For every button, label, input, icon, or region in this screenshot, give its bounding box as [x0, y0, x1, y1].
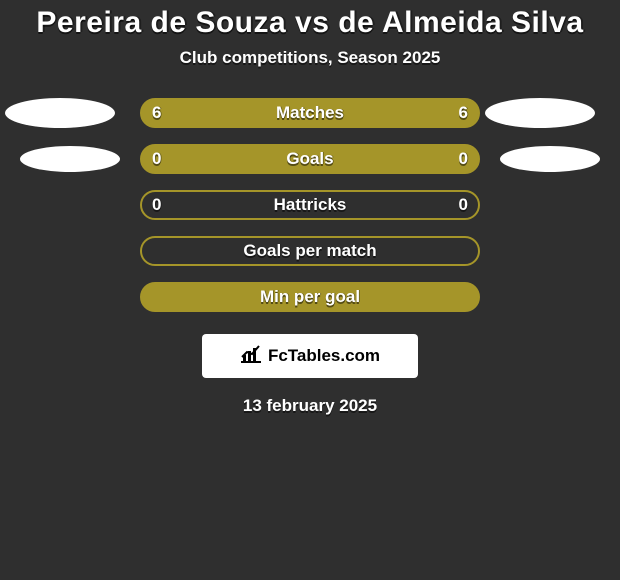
footer-logo-text: FcTables.com	[268, 346, 380, 366]
footer-date: 13 february 2025	[0, 396, 620, 416]
stat-label: Goals	[140, 144, 480, 174]
page-title: Pereira de Souza vs de Almeida Silva	[0, 0, 620, 40]
decorative-ellipse	[5, 98, 115, 128]
decorative-ellipse	[485, 98, 595, 128]
stat-label: Matches	[140, 98, 480, 128]
stat-label: Goals per match	[140, 236, 480, 266]
stat-value-left: 0	[152, 190, 161, 220]
stat-label: Hattricks	[140, 190, 480, 220]
stat-rows: Matches66Goals00Hattricks00Goals per mat…	[0, 98, 620, 328]
page-subtitle: Club competitions, Season 2025	[0, 48, 620, 68]
stat-row: Goals0 0	[0, 144, 620, 190]
stat-row: Min per goal	[0, 282, 620, 328]
stat-value-right: 0	[459, 190, 468, 220]
stat-value-left: 6	[152, 98, 161, 128]
stat-value-right: 6	[459, 98, 468, 128]
stat-row: Goals per match	[0, 236, 620, 282]
decorative-ellipse	[500, 146, 600, 172]
chart-icon	[240, 345, 262, 368]
stat-value-left: 0	[152, 144, 161, 174]
comparison-infographic: Pereira de Souza vs de Almeida Silva Clu…	[0, 0, 620, 580]
stat-row: Hattricks0 0	[0, 190, 620, 236]
stat-value-right: 0	[459, 144, 468, 174]
stat-row: Matches6 6	[0, 98, 620, 144]
footer-logo-box: FcTables.com	[202, 334, 418, 378]
stat-label: Min per goal	[140, 282, 480, 312]
decorative-ellipse	[20, 146, 120, 172]
